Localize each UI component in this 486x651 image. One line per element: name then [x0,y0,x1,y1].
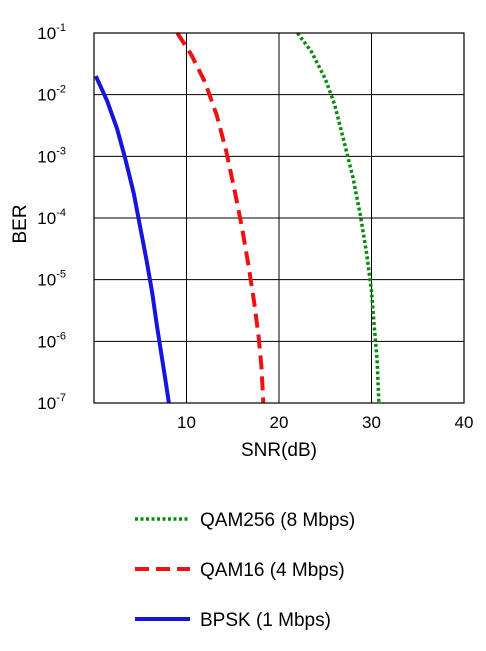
legend: QAM256 (8 Mbps) QAM16 (4 Mbps) BPSK (1 Mbp… [135,510,355,631]
series-line-2 [175,31,266,404]
y-tick-labels: 10-1 10-2 10-3 10-4 10-5 10-6 10-7 [37,22,66,413]
y-axis-title: BER [10,204,31,243]
y-tick-label: 10-7 [37,392,66,413]
x-tick-labels: 10 20 30 40 [177,413,473,432]
legend-label: BPSK (1 Mbps) [200,610,331,631]
y-tick-label: 10-2 [37,84,66,105]
grid [94,33,464,403]
y-tick-label: 10-4 [37,207,66,228]
x-tick-label: 20 [270,413,289,432]
plot-frame [93,32,465,404]
legend-label: QAM256 (8 Mbps) [200,510,355,531]
x-axis-title: SNR(dB) [241,440,317,461]
curves [93,31,381,404]
x-tick-label: 10 [177,413,196,432]
x-tick-label: 40 [455,413,474,432]
y-tick-label: 10-6 [37,330,66,351]
x-tick-label: 30 [362,413,381,432]
y-tick-label: 10-3 [37,145,66,166]
legend-label: QAM16 (4 Mbps) [200,560,345,581]
series-line-3 [93,75,171,404]
y-tick-label: 10-1 [37,22,66,43]
y-tick-label: 10-5 [37,269,66,290]
